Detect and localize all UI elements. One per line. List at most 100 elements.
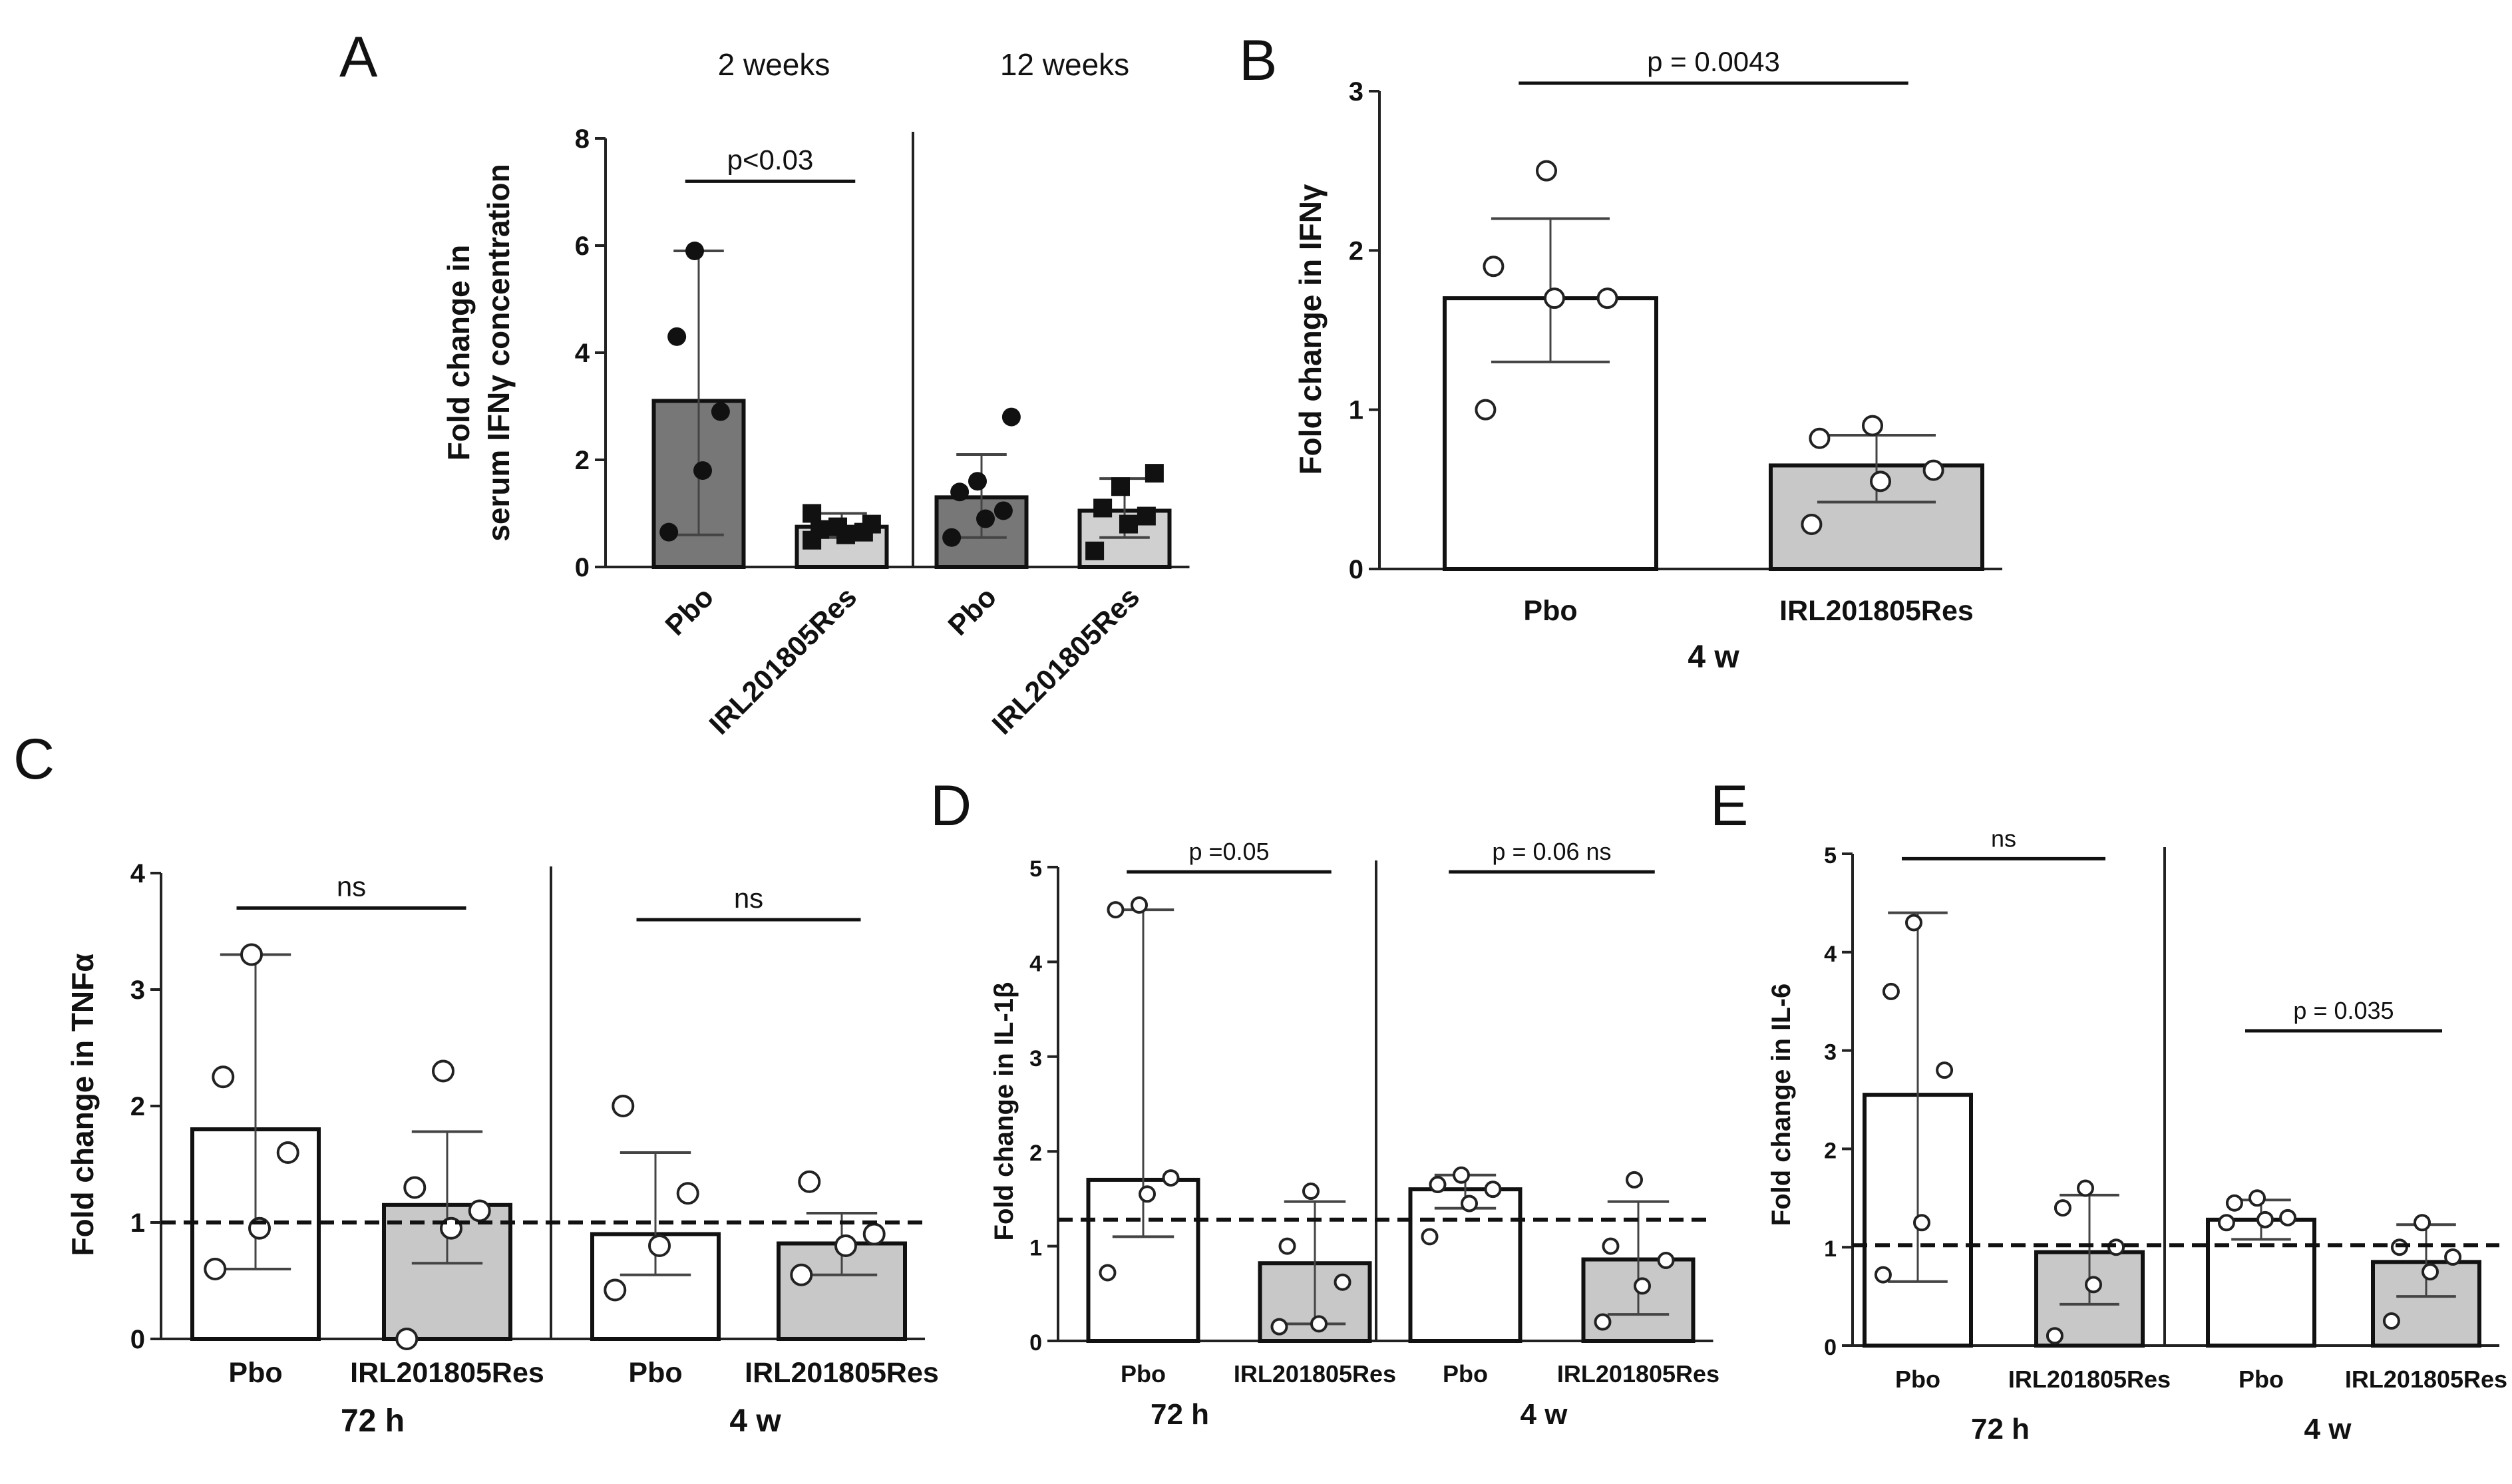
data-point <box>1302 1183 1320 1201</box>
category-label: Pbo <box>2239 1366 2284 1393</box>
data-point <box>834 1234 857 1257</box>
bar <box>382 1203 512 1341</box>
category-label: Pbo <box>942 581 1003 642</box>
data-point <box>1137 506 1156 526</box>
data-point <box>240 943 263 966</box>
y-tick-label: 2 <box>130 1092 145 1121</box>
data-point <box>468 1199 491 1222</box>
data-point <box>648 1234 671 1257</box>
panel-c: 0 1 2 3 4 Fold change in TNFα Pbo IRL201805Res P… <box>65 859 939 1439</box>
panel-label-a: A <box>339 25 378 89</box>
category-label: Pbo <box>1121 1360 1166 1388</box>
data-point <box>798 1170 821 1193</box>
category-label: IRL201805Res <box>350 1357 544 1389</box>
significance-label: p = 0.0043 <box>1647 46 1780 77</box>
category-label: Pbo <box>1895 1366 1940 1393</box>
data-point <box>1461 1195 1478 1212</box>
y-tick-label: 1 <box>130 1208 145 1238</box>
data-point <box>950 482 970 502</box>
data-point <box>1870 470 1891 492</box>
category-label: IRL201805Res <box>703 581 863 741</box>
significance-label: ns <box>734 882 763 914</box>
data-point <box>711 402 730 421</box>
group-label: 72 h <box>1151 1398 1209 1431</box>
y-axis-label: Fold change in IL-1β <box>989 982 1019 1241</box>
category-label: IRL201805Res <box>2008 1366 2171 1393</box>
significance-label: p = 0.06 ns <box>1492 838 1611 865</box>
y-tick-label: 5 <box>1824 843 1837 868</box>
data-point <box>2256 1210 2274 1228</box>
significance-label: p =0.05 <box>1188 838 1269 865</box>
category-label: IRL201805Res <box>2345 1366 2507 1393</box>
category-label: Pbo <box>659 581 720 642</box>
y-tick-label: 5 <box>1029 856 1042 882</box>
y-tick-label: 4 <box>1029 951 1042 976</box>
data-point <box>1801 513 1823 535</box>
y-axis-label: Fold change in IFNγ <box>1293 184 1328 474</box>
group-label: 4 w <box>1521 1398 1568 1431</box>
y-tick-label: 4 <box>1824 942 1837 967</box>
category-label: IRL201805Res <box>1557 1360 1719 1388</box>
y-axis-label: Fold change in IL-6 <box>1767 984 1796 1226</box>
data-point <box>1475 399 1497 421</box>
group-label: 72 h <box>341 1403 405 1439</box>
data-point <box>1421 1228 1439 1246</box>
data-point <box>1484 1181 1502 1199</box>
data-point <box>862 1222 886 1246</box>
category-label: IRL201805Res <box>1234 1360 1396 1388</box>
y-tick-label: 1 <box>1824 1236 1837 1262</box>
data-point <box>1085 541 1105 560</box>
data-point <box>1882 982 1900 1000</box>
data-point <box>1429 1176 1447 1194</box>
data-point <box>2248 1189 2266 1207</box>
panel-label-d: D <box>930 774 972 838</box>
panel-d: 0 1 2 3 4 5 Fold change in IL-1β Pbo IRL201805Re… <box>989 838 1719 1431</box>
y-tick-label: 3 <box>130 976 145 1005</box>
category-label: Pbo <box>628 1357 682 1389</box>
panel-b: 0 1 2 3 Fold change in IFNγ Pbo IRL201805Res p … <box>1293 46 2002 675</box>
data-point <box>1536 160 1557 182</box>
data-point <box>1162 1169 1180 1187</box>
data-point <box>862 514 881 534</box>
category-label: IRL201805Res <box>986 581 1146 741</box>
data-point <box>693 461 712 480</box>
data-point <box>1483 256 1505 278</box>
y-tick-label: 3 <box>1029 1046 1042 1071</box>
category-label: Pbo <box>228 1357 282 1389</box>
panel-label-c: C <box>13 727 55 791</box>
data-point <box>612 1095 635 1117</box>
data-point <box>212 1065 235 1089</box>
data-point <box>1626 1171 1643 1189</box>
data-point <box>1913 1214 1930 1232</box>
y-tick-label: 0 <box>130 1325 145 1354</box>
panel-label-b: B <box>1239 29 1277 93</box>
chart-panels: 0 2 4 6 8 Fold change in serum IFNγ concentrat… <box>65 46 2507 1445</box>
significance-label: ns <box>1991 825 2016 852</box>
y-tick-label: 0 <box>1349 555 1363 584</box>
data-point <box>790 1263 813 1286</box>
data-point <box>942 528 962 547</box>
data-point <box>828 517 847 536</box>
data-point <box>1111 477 1130 496</box>
category-label: Pbo <box>1523 595 1577 627</box>
data-point <box>685 242 704 261</box>
group-label: 4 w <box>1688 640 1739 675</box>
y-tick-label: 2 <box>1824 1138 1837 1163</box>
data-point <box>1809 427 1831 449</box>
y-axis-label: Fold change in <box>441 245 476 461</box>
y-tick-label: 4 <box>575 339 590 368</box>
data-point <box>2422 1263 2439 1281</box>
data-point <box>403 1176 427 1199</box>
data-point <box>1139 1185 1156 1203</box>
data-point <box>2382 1312 2400 1330</box>
data-point <box>810 520 830 539</box>
data-point <box>1334 1273 1351 1291</box>
column-header: 2 weeks <box>718 47 830 82</box>
y-axis-label: serum IFNγ concentration <box>481 164 516 541</box>
data-point <box>1453 1166 1470 1184</box>
data-point <box>2225 1194 2243 1212</box>
data-point <box>2077 1179 2094 1197</box>
data-point <box>659 522 679 542</box>
data-point <box>2054 1199 2071 1217</box>
